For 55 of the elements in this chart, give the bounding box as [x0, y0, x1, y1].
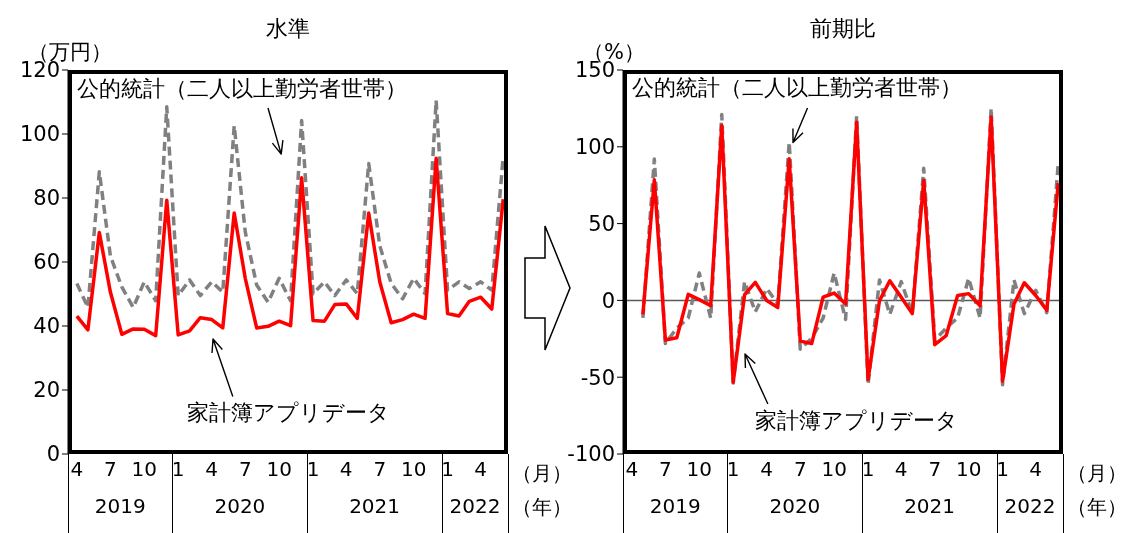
text: 2020 — [768, 494, 822, 518]
y-tick-label: 40 — [33, 314, 60, 339]
line-series — [75, 98, 505, 310]
text: 家計簿アプリデータ — [186, 400, 390, 427]
x-tick-label: 7 — [793, 457, 807, 482]
text: 2019 — [93, 494, 147, 518]
x-tick-label: 4 — [339, 457, 353, 482]
chart-title: 水準 — [266, 16, 310, 41]
x-tick-label: 4 — [894, 457, 908, 482]
y-tick-label: 80 — [33, 186, 60, 211]
x-tick-label: 1 — [861, 457, 875, 482]
text: 2020 — [213, 494, 267, 518]
x-tick-label: 10 — [400, 457, 427, 482]
y-tick-label: 0 — [46, 442, 60, 467]
line-series — [75, 156, 505, 338]
x-tick-label: 4 — [625, 457, 639, 482]
x-axis-title: （月） — [1067, 460, 1127, 487]
chart-title: 前期比 — [810, 16, 876, 41]
x-tick-label: 7 — [238, 457, 252, 482]
y-tick-label: 20 — [33, 378, 60, 403]
x-tick-label: 1 — [441, 457, 454, 482]
series-label: 家計簿アプリデータ — [755, 407, 958, 435]
x-tick-label: 4 — [205, 457, 219, 482]
text: 2019 — [648, 494, 702, 518]
x-tick-label: 10 — [131, 457, 158, 482]
series-label: 公的統計（二人以上勤労者世帯） — [76, 75, 407, 103]
x-tick-label: 4 — [70, 457, 84, 482]
x-tick-label: 1 — [171, 457, 185, 482]
x-tick-label: 10 — [955, 457, 982, 482]
text: （年） — [1067, 494, 1127, 521]
text: 2022 — [1003, 494, 1057, 518]
x-tick-label: 10 — [266, 457, 292, 482]
x-tick-label: 4 — [760, 457, 774, 482]
x-tick-label: 7 — [104, 457, 117, 482]
x-tick-label: 7 — [373, 457, 387, 482]
text: （年） — [512, 494, 572, 521]
x-tick-label: 10 — [821, 457, 847, 482]
x-tick-label: 4 — [1029, 457, 1043, 482]
y-tick-label: 100 — [574, 135, 615, 160]
text: 2021 — [903, 494, 957, 518]
x-tick-label: 1 — [726, 457, 740, 482]
y-tick-label: 60 — [33, 250, 60, 275]
y-tick-label: 50 — [588, 212, 615, 237]
x-tick-label: 10 — [686, 457, 713, 482]
x-tick-label: 7 — [928, 457, 942, 482]
x-tick-label: 4 — [474, 457, 488, 482]
x-tick-label: 7 — [659, 457, 672, 482]
x-tick-label: 1 — [996, 457, 1009, 482]
text: 2021 — [348, 494, 402, 518]
y-tick-label: 100 — [19, 122, 60, 147]
x-tick-label: 1 — [306, 457, 320, 482]
text: 2022 — [448, 494, 502, 518]
y-tick-label: 0 — [601, 288, 615, 313]
series-label: 公的統計（二人以上勤労者世帯） — [631, 74, 962, 101]
y-tick-label: -50 — [580, 365, 615, 390]
